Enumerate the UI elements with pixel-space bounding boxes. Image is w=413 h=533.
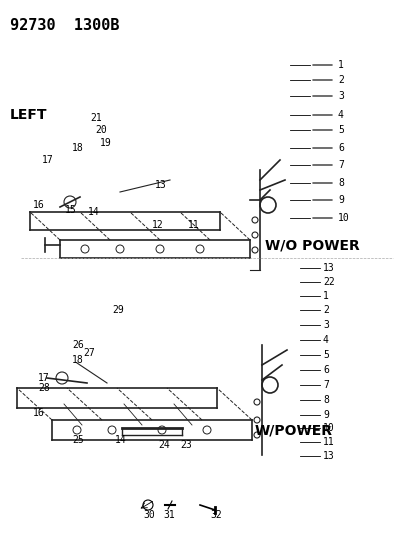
- Text: 23: 23: [180, 440, 191, 450]
- Text: 20: 20: [95, 125, 107, 135]
- Text: 22: 22: [322, 277, 334, 287]
- Text: 8: 8: [337, 178, 343, 188]
- Text: 16: 16: [33, 200, 45, 210]
- Text: 13: 13: [322, 451, 334, 461]
- Text: 9: 9: [322, 410, 328, 420]
- Text: 16: 16: [33, 408, 45, 418]
- Text: W/POWER: W/POWER: [254, 423, 332, 437]
- Text: 4: 4: [337, 110, 343, 120]
- Text: 26: 26: [72, 340, 83, 350]
- Text: 30: 30: [142, 510, 154, 520]
- Text: 5: 5: [337, 125, 343, 135]
- Text: 9: 9: [337, 195, 343, 205]
- Text: 92730  1300B: 92730 1300B: [10, 18, 119, 33]
- Text: LEFT: LEFT: [10, 108, 47, 122]
- Text: 14: 14: [88, 207, 100, 217]
- Text: W/O POWER: W/O POWER: [264, 238, 359, 252]
- Text: 18: 18: [72, 355, 83, 365]
- Text: 2: 2: [322, 305, 328, 315]
- Text: 24: 24: [158, 440, 169, 450]
- Text: 6: 6: [322, 365, 328, 375]
- Text: 5: 5: [322, 350, 328, 360]
- Text: 27: 27: [83, 348, 95, 358]
- Text: 2: 2: [337, 75, 343, 85]
- Text: 10: 10: [322, 423, 334, 433]
- Text: 25: 25: [72, 435, 83, 445]
- Text: 13: 13: [322, 263, 334, 273]
- Text: 6: 6: [337, 143, 343, 153]
- Text: 13: 13: [154, 180, 166, 190]
- Text: 7: 7: [337, 160, 343, 170]
- Text: 21: 21: [90, 113, 102, 123]
- Text: 19: 19: [100, 138, 112, 148]
- Text: 1: 1: [337, 60, 343, 70]
- Text: 11: 11: [322, 437, 334, 447]
- Text: 10: 10: [337, 213, 349, 223]
- Text: 31: 31: [163, 510, 174, 520]
- Text: 29: 29: [112, 305, 123, 315]
- Text: 18: 18: [72, 143, 83, 153]
- Text: 11: 11: [188, 220, 199, 230]
- Text: 14: 14: [115, 435, 126, 445]
- Text: 32: 32: [209, 510, 221, 520]
- Text: 7: 7: [322, 380, 328, 390]
- Text: 3: 3: [337, 91, 343, 101]
- Text: 17: 17: [38, 373, 50, 383]
- Text: 12: 12: [152, 220, 164, 230]
- Text: 28: 28: [38, 383, 50, 393]
- Text: 1: 1: [322, 291, 328, 301]
- Text: 15: 15: [65, 205, 76, 215]
- Text: 17: 17: [42, 155, 54, 165]
- Text: 3: 3: [322, 320, 328, 330]
- Text: 8: 8: [322, 395, 328, 405]
- Text: 4: 4: [322, 335, 328, 345]
